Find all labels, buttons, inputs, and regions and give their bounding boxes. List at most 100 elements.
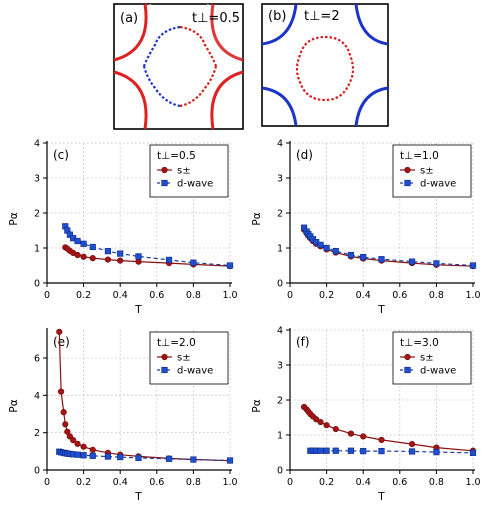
legend-entry: s± (420, 166, 434, 177)
data-point (360, 254, 367, 261)
legend-marker (161, 179, 168, 187)
x-tick-label: 1.0 (222, 477, 237, 488)
data-point (135, 454, 142, 461)
panel-label: (f) (296, 335, 310, 349)
x-tick-label: 0.6 (392, 290, 407, 301)
data-point (190, 259, 197, 266)
data-point (332, 447, 339, 454)
legend-entry: s± (177, 353, 191, 364)
panel-label: (d) (296, 148, 313, 162)
y-axis-label: Pα (8, 212, 20, 225)
legend-entry: s± (177, 166, 191, 177)
data-point (135, 258, 142, 265)
x-tick-label: 0.4 (356, 290, 371, 301)
x-tick-label: 1.0 (222, 290, 237, 301)
x-tick-label: 0.6 (392, 477, 407, 488)
series-line (58, 331, 231, 462)
x-tick-label: 0.4 (113, 290, 128, 301)
x-tick-label: 1.0 (465, 290, 480, 301)
x-tick-label: 0.8 (429, 477, 444, 488)
fermi-surface-outer-a (113, 3, 244, 130)
fermi-panel-a: (a) t⊥=0.5 (113, 3, 244, 130)
fermi-surface-inner-a (142, 25, 218, 108)
legend-title: t⊥=0.5 (157, 150, 196, 162)
fermi-surface-inner-b (295, 35, 355, 102)
data-point (226, 262, 234, 269)
legend-marker (404, 166, 411, 174)
y-tick-label: 4 (34, 139, 40, 150)
y-tick-label: 3 (277, 361, 283, 372)
data-point (190, 456, 197, 463)
y-tick-label: 6 (34, 354, 40, 365)
data-point (317, 447, 324, 454)
y-tick-label: 4 (34, 391, 40, 402)
data-point (64, 428, 71, 435)
data-point (117, 257, 124, 264)
x-tick-label: 0 (44, 477, 50, 488)
x-tick-label: 0 (287, 290, 293, 301)
data-point (66, 231, 73, 238)
data-point (323, 422, 330, 429)
data-point (104, 453, 112, 460)
data-point (165, 455, 173, 462)
data-point (347, 251, 355, 259)
data-point (408, 441, 416, 448)
y-tick-label: 3 (277, 174, 283, 185)
legend-title: t⊥=2.0 (157, 337, 196, 349)
x-axis-label: T (134, 491, 142, 503)
data-point (408, 258, 416, 265)
y-tick-label: 1 (34, 244, 40, 255)
y-tick-label: 0 (34, 279, 40, 290)
y-tick-label: 0 (34, 466, 40, 477)
legend-marker (161, 366, 168, 374)
y-tick-label: 4 (277, 139, 283, 150)
x-tick-label: 0.4 (113, 477, 128, 488)
data-point (104, 248, 112, 255)
x-tick-label: 0.8 (186, 290, 201, 301)
data-point (135, 253, 142, 260)
x-tick-label: 0.2 (319, 290, 334, 301)
panel-label: (c) (53, 148, 69, 162)
y-tick-label: 4 (277, 326, 283, 337)
panel-param-b: t⊥=2 (304, 9, 340, 24)
x-tick-label: 0 (287, 477, 293, 488)
data-point (89, 452, 96, 459)
y-tick-label: 0 (277, 466, 283, 477)
data-point (74, 237, 81, 245)
x-tick-label: 0.4 (356, 477, 371, 488)
y-tick-label: 2 (277, 396, 283, 407)
data-point (317, 241, 324, 248)
data-point (74, 440, 81, 447)
y-tick-label: 1 (277, 431, 283, 442)
data-point (80, 452, 87, 459)
y-axis-label: Pα (251, 399, 263, 412)
x-tick-label: 0.6 (149, 290, 164, 301)
x-tick-label: 0.8 (186, 477, 201, 488)
data-point (70, 437, 77, 444)
x-tick-label: 0.8 (429, 290, 444, 301)
panel-param-a: t⊥=0.5 (192, 11, 240, 26)
data-point (332, 248, 339, 255)
data-point (57, 388, 65, 395)
x-axis-label: T (377, 304, 385, 316)
data-point (80, 253, 87, 260)
x-tick-label: 0 (44, 290, 50, 301)
legend-entry: d-wave (420, 366, 456, 377)
legend-title: t⊥=3.0 (400, 337, 439, 349)
data-point (80, 240, 87, 247)
data-point (323, 447, 330, 454)
x-tick-label: 0.2 (76, 477, 91, 488)
panel-label-b: (b) (268, 9, 286, 24)
data-point (56, 328, 63, 335)
data-point (74, 251, 81, 259)
data-point (60, 409, 67, 416)
chart-panel-d: 0 0.2 0.4 0.6 0.8 1.0 0 1 2 3 4 T Pα (d) t⊥=1.0 s± d-wav… (251, 139, 481, 317)
legend-marker (404, 353, 411, 361)
data-point (104, 256, 112, 263)
data-point (360, 447, 367, 455)
data-point (433, 260, 440, 267)
y-tick-label: 1 (277, 244, 283, 255)
x-tick-label: 0.6 (149, 477, 164, 488)
data-point (317, 418, 324, 426)
